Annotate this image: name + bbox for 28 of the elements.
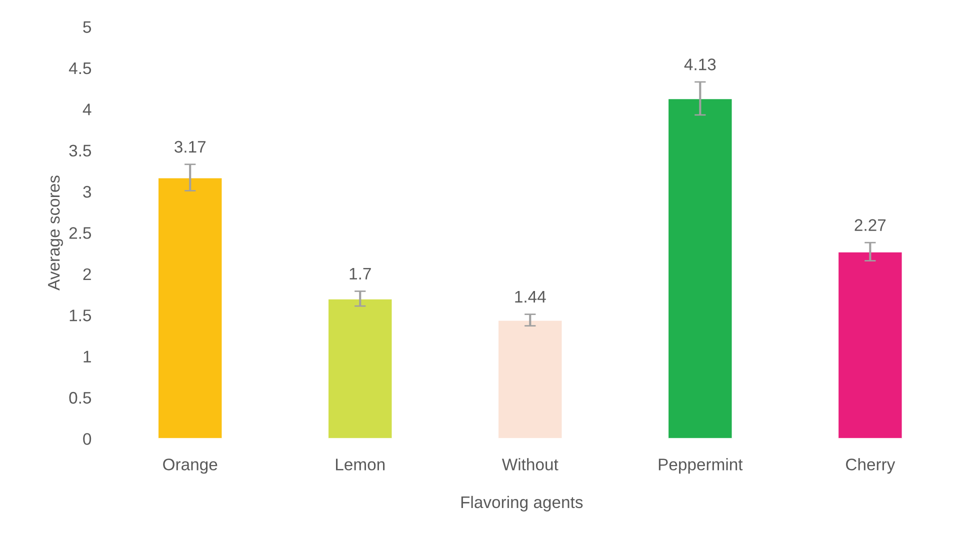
- x-tick-label: Cherry: [846, 458, 896, 474]
- y-tick-label: 0: [83, 433, 92, 445]
- y-tick-label: 1.5: [70, 310, 92, 322]
- x-tick-label: Without: [502, 458, 558, 470]
- bar: [837, 250, 904, 439]
- y-tick-label: 0.5: [69, 392, 92, 404]
- y-tick-label: 3.5: [69, 144, 92, 157]
- y-axis-title: Average scores: [48, 176, 64, 290]
- x-tick-label: Peppermint: [658, 458, 743, 474]
- data-label: 4.13: [684, 58, 716, 70]
- x-tick-label: Lemon: [336, 458, 385, 470]
- y-tick-label: 4: [82, 104, 92, 116]
- bar: [157, 176, 224, 439]
- data-label: 1.7: [350, 268, 371, 280]
- bar: [497, 319, 564, 439]
- x-tick-label: Orange: [163, 458, 218, 474]
- y-tick-label: 2: [83, 268, 91, 280]
- data-label: 1.44: [515, 291, 546, 302]
- bar: [327, 298, 394, 439]
- y-tick-label: 4.5: [68, 62, 92, 74]
- data-label: 2.27: [854, 219, 886, 231]
- y-tick-label: 5: [83, 21, 92, 33]
- data-label: 3.17: [174, 140, 206, 153]
- bar: [667, 98, 734, 439]
- y-tick-label: 1: [84, 350, 91, 362]
- y-tick-label: 2.5: [69, 227, 92, 239]
- y-tick-label: 3: [83, 186, 92, 198]
- x-axis-title: Flavoring agents: [461, 496, 583, 512]
